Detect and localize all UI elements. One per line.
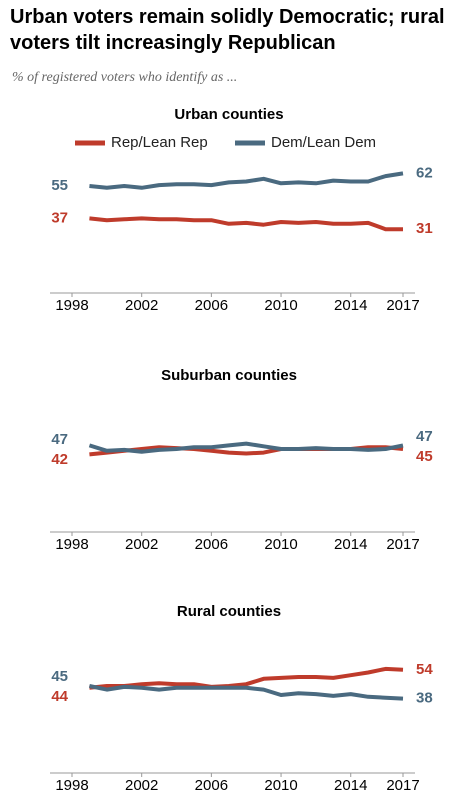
x-tick-label: 1998 xyxy=(55,777,88,794)
panel-title: Urban counties xyxy=(174,106,283,123)
x-tick-label: 2010 xyxy=(264,777,297,794)
x-tick-label: 2014 xyxy=(334,297,367,314)
panel-title: Rural counties xyxy=(177,603,281,620)
page-subtitle: % of registered voters who identify as .… xyxy=(12,70,238,85)
x-tick-label: 2006 xyxy=(195,536,228,553)
x-tick-label: 1998 xyxy=(55,536,88,553)
series-line xyxy=(89,684,404,701)
x-tick-label: 2002 xyxy=(125,297,158,314)
page-title: Urban voters remain solidly Democratic; … xyxy=(10,6,445,54)
data-label: 44 xyxy=(51,688,68,705)
x-tick-label: 2006 xyxy=(195,297,228,314)
x-tick-label: 2006 xyxy=(195,777,228,794)
x-tick-label: 2014 xyxy=(334,777,367,794)
x-tick-label: 1998 xyxy=(55,297,88,314)
x-tick-label: 2017 xyxy=(386,297,419,314)
x-tick-label: 2017 xyxy=(386,536,419,553)
series-line xyxy=(89,171,404,190)
x-tick-label: 2010 xyxy=(264,297,297,314)
series-line xyxy=(88,441,404,454)
data-label: 37 xyxy=(51,209,68,226)
data-label: 42 xyxy=(51,451,68,468)
data-label: 47 xyxy=(51,431,68,448)
data-label: 45 xyxy=(51,668,68,685)
data-label: 54 xyxy=(416,661,433,678)
data-label: 55 xyxy=(51,177,68,194)
x-tick-label: 2002 xyxy=(125,536,158,553)
x-tick-label: 2002 xyxy=(125,777,158,794)
series-line xyxy=(89,666,404,690)
legend-label: Dem/Lean Dem xyxy=(271,134,376,151)
x-tick-label: 2017 xyxy=(386,777,419,794)
data-label: 47 xyxy=(416,428,433,445)
legend-label: Rep/Lean Rep xyxy=(111,134,208,151)
data-label: 45 xyxy=(416,448,433,465)
x-tick-label: 2014 xyxy=(334,536,367,553)
data-label: 62 xyxy=(416,164,433,181)
x-tick-label: 2010 xyxy=(264,536,297,553)
series-line xyxy=(89,216,403,232)
data-label: 38 xyxy=(416,690,433,707)
data-label: 31 xyxy=(416,220,433,237)
panel-title: Suburban counties xyxy=(161,367,297,384)
